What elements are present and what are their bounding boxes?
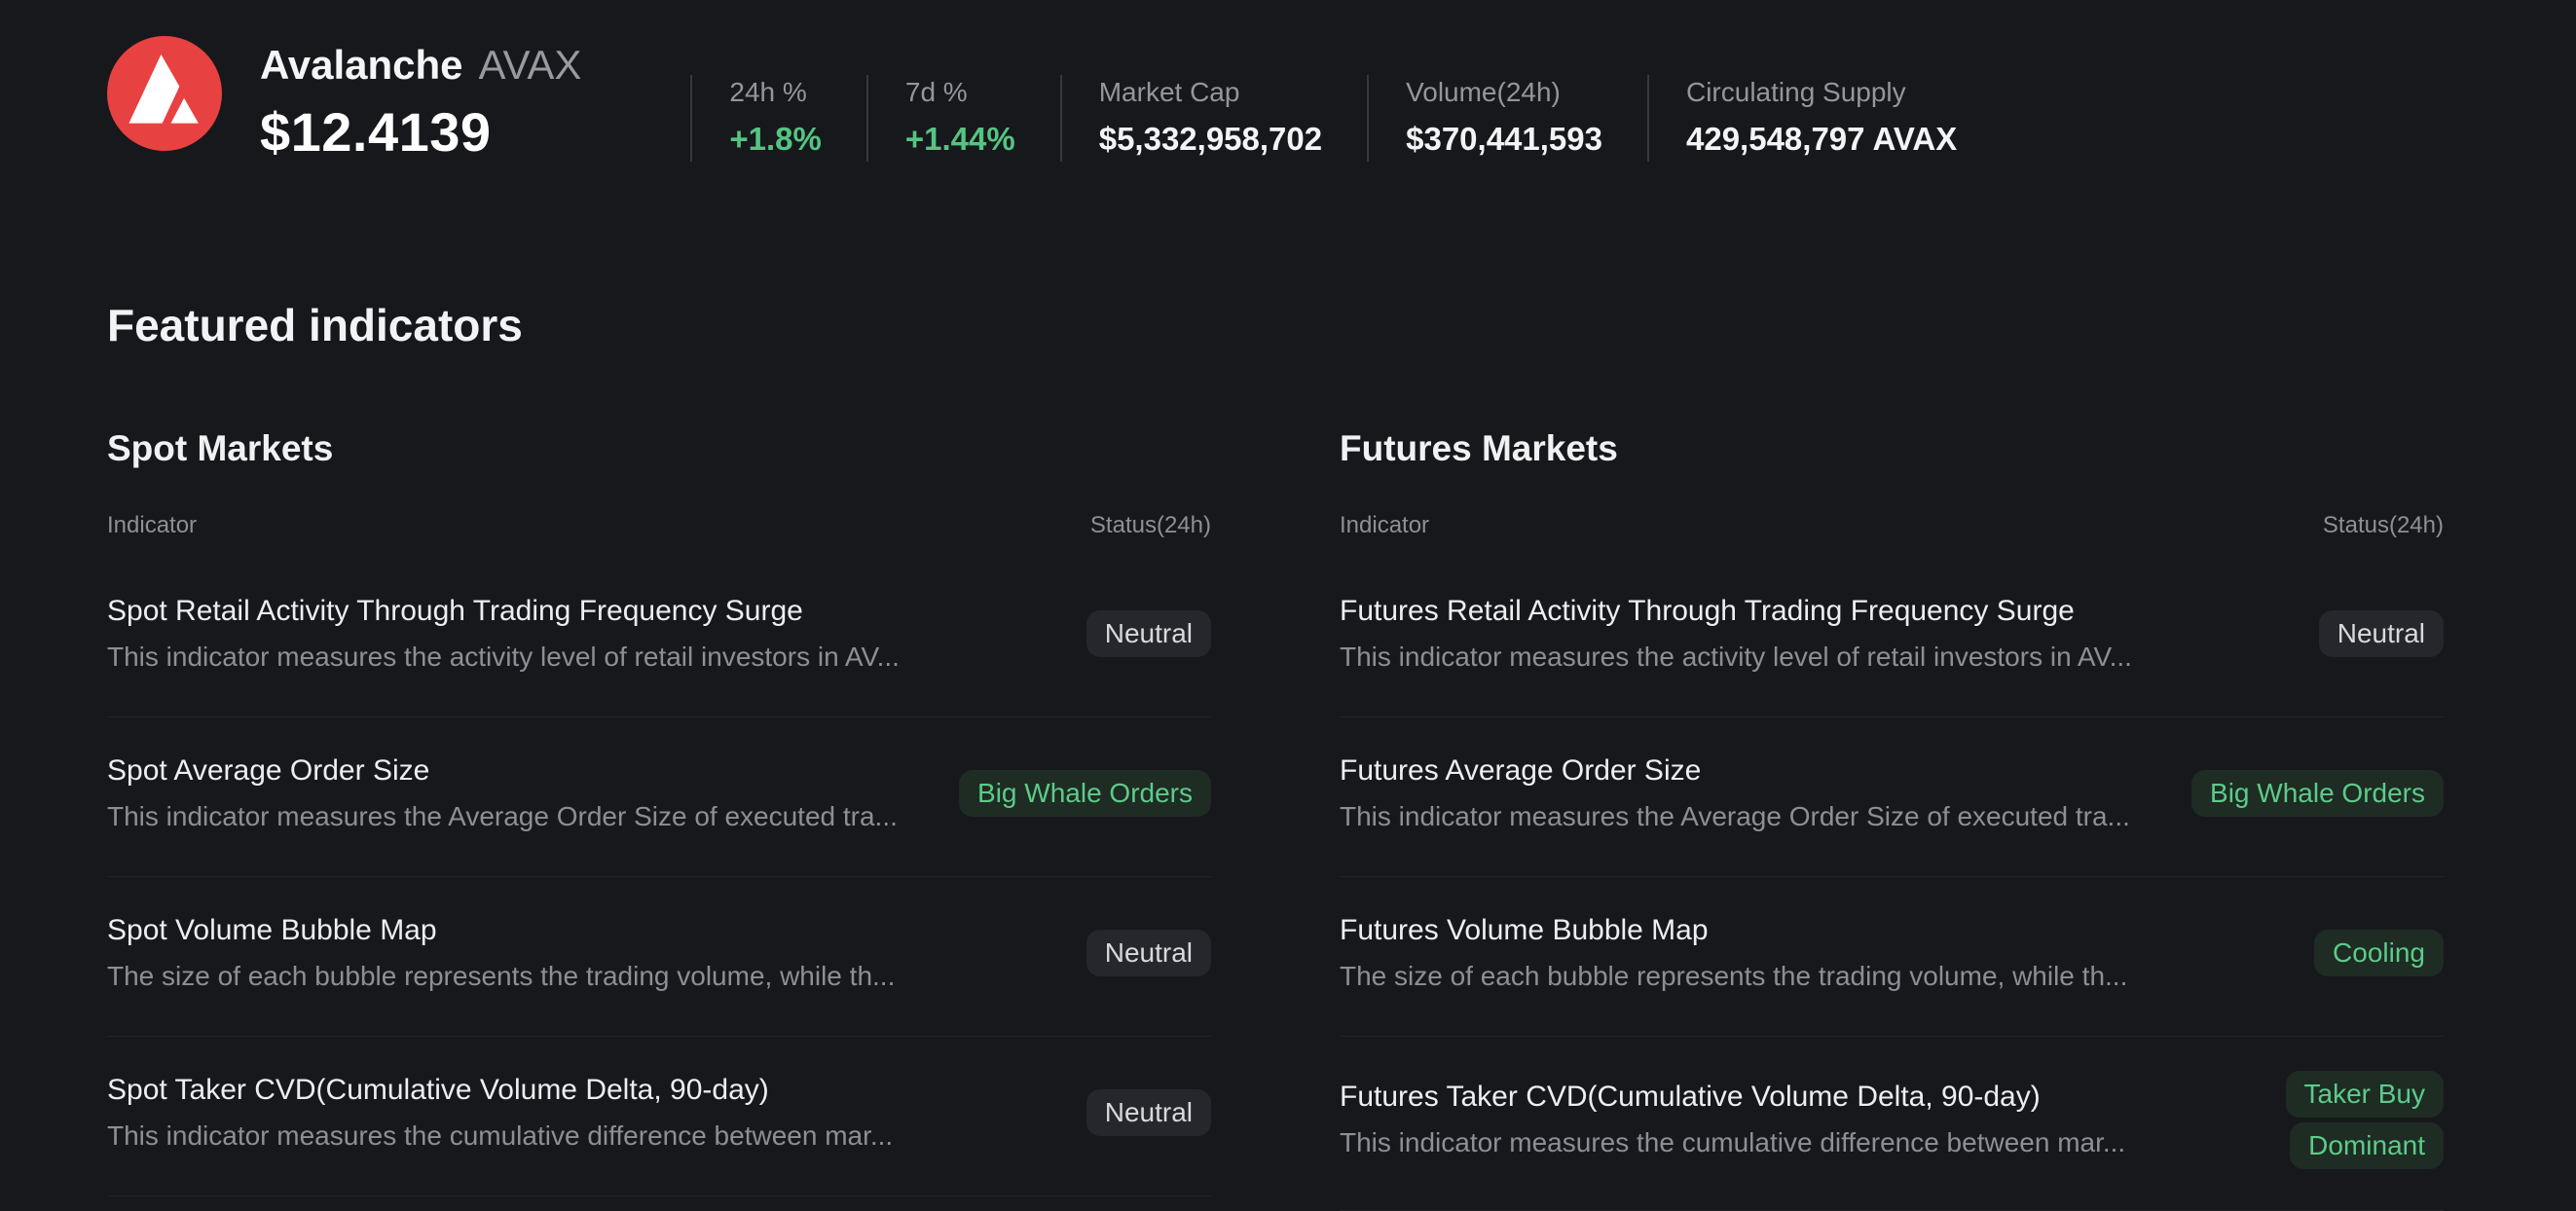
indicator-rows-futures: Futures Retail Activity Through Trading … <box>1340 558 2444 1211</box>
indicator-row[interactable]: Futures Volume Bubble Map The size of eac… <box>1340 877 2444 1037</box>
stat-item-2: Market Cap $5,332,958,702 <box>1059 75 1367 162</box>
section-futures-markets: Futures Markets Indicator Status(24h) Futur… <box>1340 397 2444 1211</box>
stat-item-3: Volume(24h) $370,441,593 <box>1367 75 1647 162</box>
status-badge-group: Big Whale Orders <box>959 769 1211 817</box>
indicator-description: This indicator measures the cumulative d… <box>1340 1127 2126 1158</box>
indicator-row[interactable]: Spot Volume Bubble Map The size of each b… <box>107 877 1211 1037</box>
indicator-title: Futures Taker CVD(Cumulative Volume Delt… <box>1340 1081 2041 1114</box>
column-header-status: Status(24h) <box>1089 511 1211 538</box>
avalanche-logo-icon <box>107 36 222 151</box>
coin-name: Avalanche <box>260 42 463 88</box>
markets-columns: Spot Markets Indicator Status(24h) Spot Ret… <box>107 397 2444 1211</box>
indicator-row-text: Spot Retail Activity Through Trading Fre… <box>107 592 900 676</box>
status-badge: Neutral <box>2318 609 2444 657</box>
stat-label: 7d % <box>904 77 968 107</box>
stat-value: $5,332,958,702 <box>1098 121 1323 157</box>
status-badge: Big Whale Orders <box>2191 769 2444 817</box>
section-title-spot: Spot Markets <box>107 427 334 468</box>
indicator-row-text: Futures Retail Activity Through Trading … <box>1340 592 2132 676</box>
column-header-indicator: Indicator <box>107 511 198 538</box>
column-header-status: Status(24h) <box>2322 511 2444 538</box>
indicator-row-text: Futures Average Order Size This indicator… <box>1340 752 2130 835</box>
coin-name-row: Avalanche AVAX <box>260 42 581 89</box>
indicator-row-text: Spot Volume Bubble Map The size of each b… <box>107 911 895 995</box>
indicator-row-text: Spot Taker CVD(Cumulative Volume Delta, … <box>107 1071 893 1155</box>
indicator-row[interactable]: Futures Average Order Size This indicator… <box>1340 717 2444 877</box>
table-header-spot: Indicator Status(24h) <box>107 511 1211 540</box>
stat-label: Market Cap <box>1098 77 1240 107</box>
indicator-row-text: Futures Taker CVD(Cumulative Volume Delt… <box>1340 1078 2125 1161</box>
stat-item-1: 7d % +1.44% <box>865 75 1060 162</box>
status-badge: Big Whale Orders <box>959 769 1211 817</box>
coin-stats: 24h % +1.8% 7d % +1.44% Market Cap $5,332,958… <box>690 75 2002 162</box>
stat-value: $370,441,593 <box>1406 121 1602 157</box>
indicator-description: This indicator measures the cumulative d… <box>107 1119 894 1151</box>
indicator-description: The size of each bubble represents the t… <box>107 960 896 991</box>
indicator-title: Spot Retail Activity Through Trading Fre… <box>107 594 803 627</box>
indicator-row-text: Spot Average Order Size This indicator me… <box>107 752 898 835</box>
status-badge: Cooling <box>2314 929 2444 976</box>
stat-label: Circulating Supply <box>1685 77 1906 107</box>
status-badge-group: Cooling <box>2314 929 2444 976</box>
indicator-description: This indicator measures the activity lev… <box>107 641 900 672</box>
indicator-title: Futures Retail Activity Through Trading … <box>1340 594 2075 627</box>
status-badge: Dominant <box>2290 1121 2444 1169</box>
status-badge-group: Neutral <box>1086 929 1211 976</box>
indicator-title: Spot Volume Bubble Map <box>107 913 437 946</box>
status-badge: Neutral <box>1086 1088 1211 1136</box>
table-header-futures: Indicator Status(24h) <box>1340 511 2444 540</box>
status-badge: Neutral <box>1086 929 1211 976</box>
status-badge-group: Taker Buy Dominant <box>2285 1070 2444 1169</box>
indicator-row[interactable]: Spot Average Order Size This indicator me… <box>107 717 1211 877</box>
indicator-title: Spot Taker CVD(Cumulative Volume Delta, … <box>107 1073 769 1106</box>
section-title-futures: Futures Markets <box>1340 427 1618 468</box>
status-badge: Neutral <box>1086 609 1211 657</box>
indicator-description: This indicator measures the Average Orde… <box>107 800 898 831</box>
status-badge-group: Neutral <box>2318 609 2444 657</box>
indicator-row[interactable]: Spot Retail Activity Through Trading Fre… <box>107 558 1211 717</box>
indicator-title: Futures Average Order Size <box>1340 753 1702 787</box>
indicator-description: This indicator measures the Average Orde… <box>1340 800 2130 831</box>
stat-item-4: Circulating Supply 429,548,797 AVAX <box>1646 75 2002 162</box>
indicator-row[interactable]: Futures Taker CVD(Cumulative Volume Delt… <box>1340 1037 2444 1211</box>
indicator-row-text: Futures Volume Bubble Map The size of eac… <box>1340 911 2127 995</box>
coin-header: Avalanche AVAX $12.4139 24h % +1.8% 7d % +1.… <box>107 0 2444 164</box>
stat-value: +1.8% <box>729 121 822 157</box>
indicator-title: Spot Average Order Size <box>107 753 430 787</box>
indicator-title: Futures Volume Bubble Map <box>1340 913 1709 946</box>
section-spot-markets: Spot Markets Indicator Status(24h) Spot Ret… <box>107 397 1211 1211</box>
indicator-row[interactable]: Spot Taker CVD(Cumulative Volume Delta, … <box>107 1037 1211 1196</box>
column-header-indicator: Indicator <box>1340 511 1430 538</box>
indicator-rows-spot: Spot Retail Activity Through Trading Fre… <box>107 558 1211 1196</box>
stat-value: 429,548,797 AVAX <box>1685 121 1958 157</box>
indicator-description: This indicator measures the activity lev… <box>1340 641 2132 672</box>
status-badge: Taker Buy <box>2285 1070 2444 1118</box>
status-badge-group: Neutral <box>1086 1088 1211 1136</box>
indicator-row[interactable]: Futures Retail Activity Through Trading … <box>1340 558 2444 717</box>
stat-label: Volume(24h) <box>1406 77 1561 107</box>
page-title: Featured indicators <box>107 300 523 350</box>
status-badge-group: Neutral <box>1086 609 1211 657</box>
stat-label: 24h % <box>729 77 807 107</box>
coin-title-block: Avalanche AVAX $12.4139 <box>260 36 581 164</box>
indicator-description: The size of each bubble represents the t… <box>1340 960 2128 991</box>
stat-value: +1.44% <box>904 121 1015 157</box>
coin-ticker: AVAX <box>478 42 582 88</box>
coin-price: $12.4139 <box>260 101 492 163</box>
status-badge-group: Big Whale Orders <box>2191 769 2444 817</box>
stat-item-0: 24h % +1.8% <box>690 75 866 162</box>
